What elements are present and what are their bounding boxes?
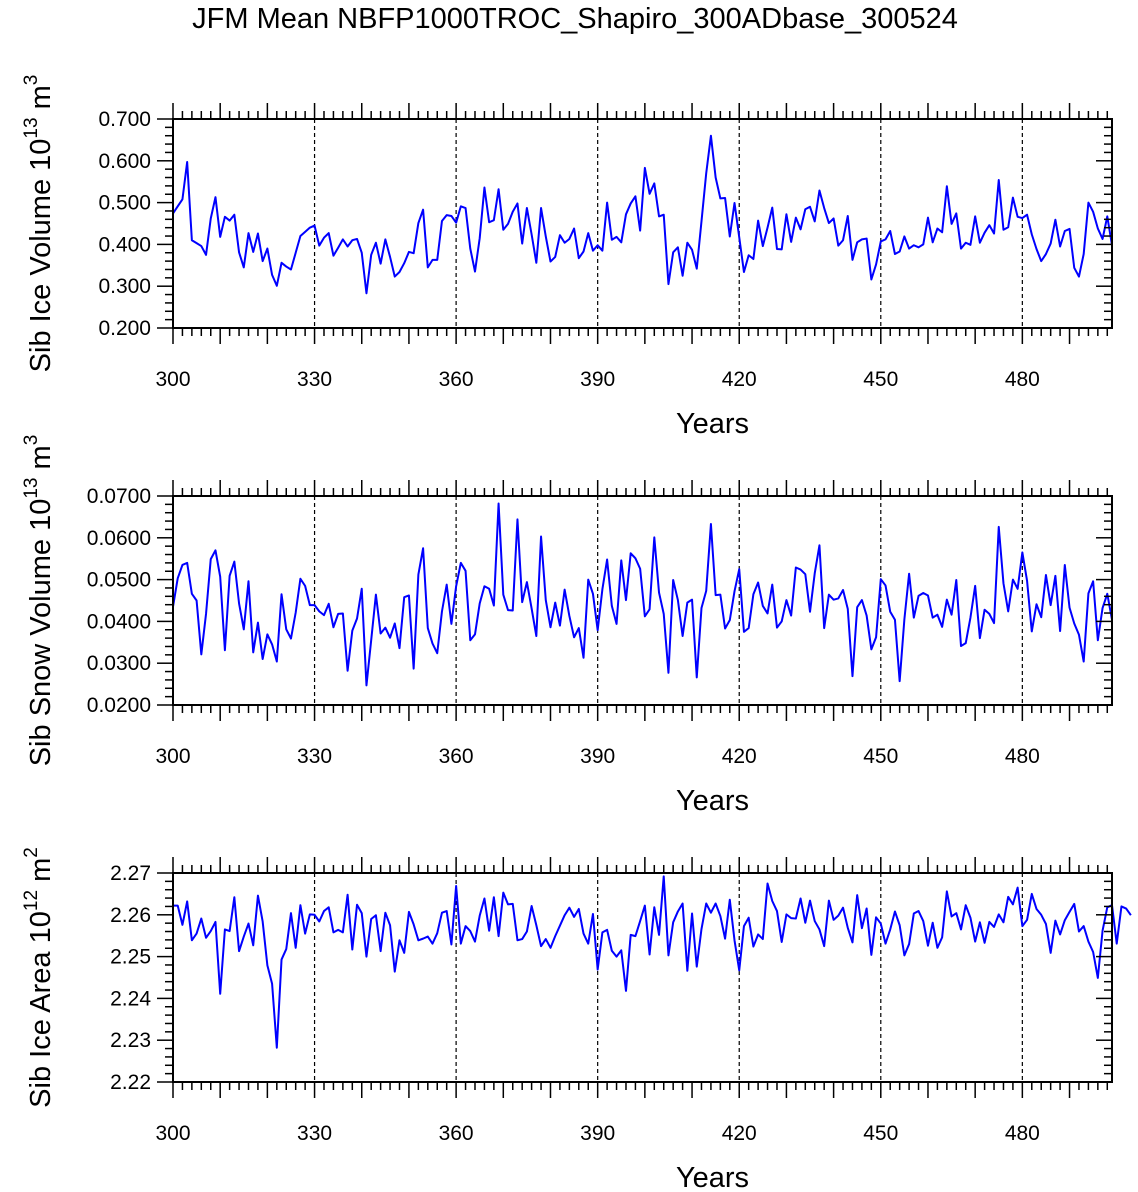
x-tick-label: 390 [580,745,615,768]
x-tick-label: 450 [863,745,898,768]
x-tick-label: 330 [297,745,332,768]
y-tick-label: 0.500 [98,192,151,215]
x-axis-label: Years [676,785,749,817]
y-tick-label: 0.0300 [87,652,151,675]
x-tick-label: 360 [439,1122,474,1145]
y-tick-label: 2.27 [110,862,151,885]
x-tick-label: 420 [722,745,757,768]
y-axis-label-unit: m [25,85,57,117]
panel-2: 300 330 360 390 420 450 480 0.0200 0.0300 0.0400 0… [21,435,1113,817]
x-tick-label: 300 [155,745,190,768]
figure-title: JFM Mean NBFP1000TROC_Shapiro_300ADbase_… [192,3,958,35]
y-tick-label: 2.23 [110,1029,151,1052]
y-tick-label: 2.25 [110,946,151,969]
y-axis-label: Sib Ice Volume 1013 m3 [21,75,57,373]
y-axis-label-unit: m [25,858,57,890]
x-tick-label: 420 [722,1122,757,1145]
y-tick-label: 0.0200 [87,694,151,717]
y-tick-label: 0.600 [98,150,151,173]
x-tick-label: 300 [155,1122,190,1145]
panels-group: 300 330 360 390 420 450 480 0.200 0.300 0.400 0.50… [21,75,1132,1192]
x-tick-label: 360 [439,745,474,768]
y-tick-label: 0.0600 [87,527,151,550]
x-tick-label: 480 [1005,1122,1040,1145]
x-tick-label: 330 [297,1122,332,1145]
x-tick-label: 480 [1005,368,1040,391]
y-axis-label-unit-exp: 2 [21,847,42,858]
y-axis-label-unit-exp: 3 [21,435,42,446]
y-tick-label: 2.22 [110,1071,151,1094]
y-axis-label-exp: 12 [21,890,42,911]
plot-frame [172,495,1113,706]
y-axis-label: Sib Snow Volume 1013 m3 [21,435,57,767]
y-axis-label-unit-exp: 3 [21,75,42,86]
panel-1: 300 330 360 390 420 450 480 0.200 0.300 0.400 0.50… [21,75,1113,440]
y-tick-label: 0.0400 [87,610,151,633]
x-tick-label: 390 [580,1122,615,1145]
plot-frame [172,872,1113,1083]
y-axis-label: Sib Ice Area 1012 m2 [21,847,57,1108]
y-axis-label-main: Sib Ice Area 10 [25,911,57,1108]
y-tick-label: 0.200 [98,317,151,340]
x-axis-label: Years [676,408,749,440]
x-tick-label: 420 [722,368,757,391]
x-tick-label: 480 [1005,745,1040,768]
y-axis-label-unit: m [25,445,57,477]
y-tick-label: 0.400 [98,233,151,256]
x-axis-label: Years [676,1162,749,1192]
plot-frame [172,118,1113,329]
x-tick-label: 450 [863,368,898,391]
y-tick-label: 2.24 [110,987,151,1010]
y-tick-label: 0.300 [98,275,151,298]
y-axis-label-exp: 13 [21,478,42,499]
x-tick-label: 330 [297,368,332,391]
y-tick-label: 0.0500 [87,569,151,592]
y-tick-label: 0.0700 [87,485,151,508]
panel-3: 300 330 360 390 420 450 480 2.22 2.23 2.24 2.25 2.2… [21,847,1132,1192]
series-line [172,134,1113,295]
y-tick-label: 0.700 [98,108,151,131]
x-tick-label: 390 [580,368,615,391]
y-axis-label-main: Sib Ice Volume 10 [25,139,57,373]
series-line [172,502,1113,687]
x-tick-label: 450 [863,1122,898,1145]
series-line [173,875,1132,1049]
y-axis-label-exp: 13 [21,117,42,138]
x-tick-label: 300 [155,368,190,391]
x-tick-label: 360 [439,368,474,391]
y-tick-label: 2.26 [110,904,151,927]
y-axis-label-main: Sib Snow Volume 10 [25,499,57,767]
